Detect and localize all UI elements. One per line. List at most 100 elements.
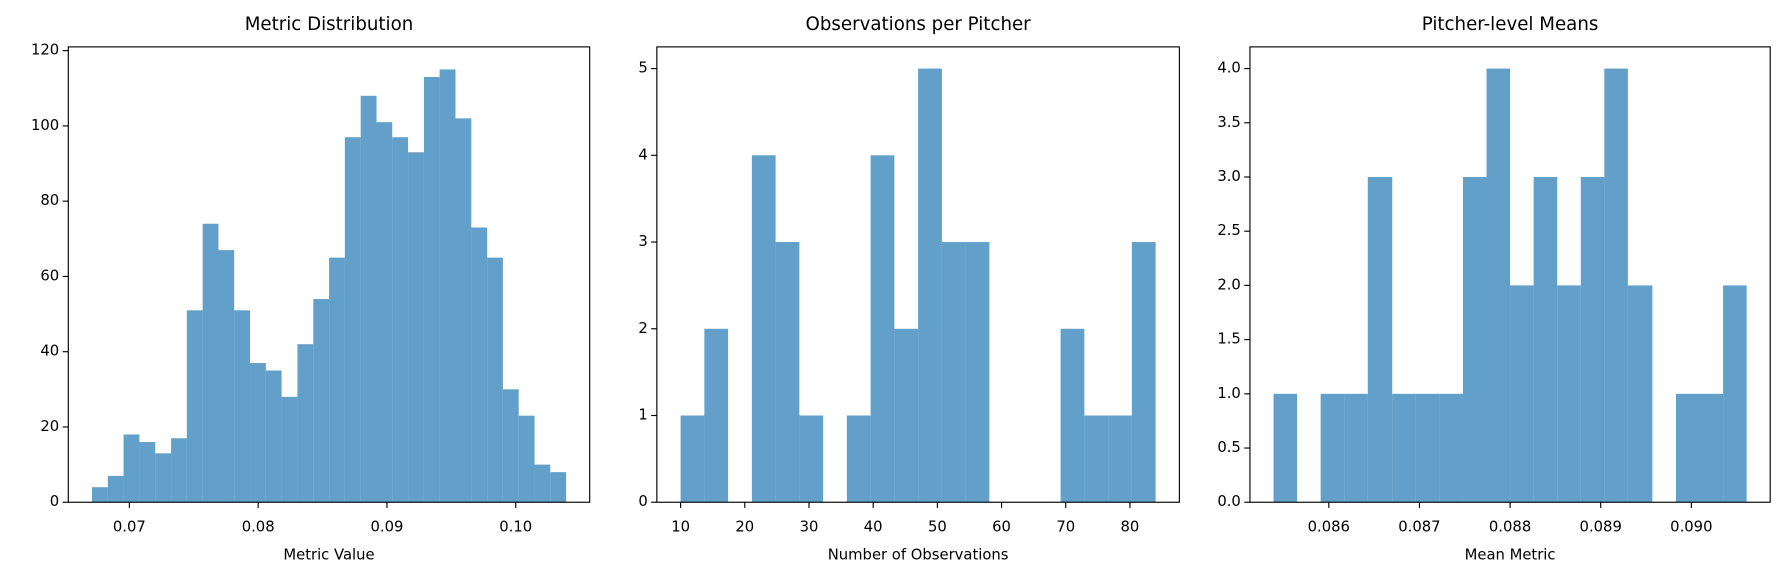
bar — [502, 389, 519, 503]
bar — [1557, 285, 1581, 503]
x-tick-label: 0.08 — [242, 518, 275, 535]
x-tick-label: 80 — [1121, 518, 1140, 535]
y-tick-label: 20 — [40, 418, 59, 435]
bar — [918, 68, 942, 503]
bar — [680, 415, 705, 503]
bar — [1699, 393, 1724, 503]
axes-frame — [656, 46, 1180, 503]
y-tick-label: 4 — [638, 146, 647, 163]
x-tick-label: 40 — [864, 518, 883, 535]
y-tick-label: 60 — [40, 267, 59, 284]
bar — [107, 475, 124, 503]
bar — [751, 155, 776, 503]
bar — [1320, 393, 1345, 503]
bar — [1604, 68, 1628, 503]
y-tick-label: 1.5 — [1217, 331, 1241, 348]
bar — [894, 328, 919, 503]
bar — [1367, 176, 1393, 503]
y-tick-label: 2 — [638, 320, 647, 337]
x-tick-label: 0.090 — [1670, 518, 1712, 535]
x-tick-label: 70 — [1056, 518, 1075, 535]
bar — [846, 415, 871, 503]
bar — [92, 487, 108, 503]
y-tick-label: 0 — [50, 493, 59, 510]
bar — [392, 137, 409, 503]
bar — [376, 122, 393, 503]
y-tick-label: 3.0 — [1217, 168, 1241, 185]
x-tick-label: 0.088 — [1489, 518, 1531, 535]
y-tick-label: 2.5 — [1217, 222, 1241, 239]
y-tick-label: 3 — [638, 233, 647, 250]
chart-title: Pitcher-level Means — [1422, 14, 1599, 35]
bar — [139, 442, 156, 503]
bar — [234, 310, 251, 503]
bar — [408, 152, 424, 503]
y-tick-label: 100 — [31, 117, 59, 134]
bar — [965, 242, 990, 503]
bar — [171, 438, 187, 503]
bar — [1060, 328, 1085, 503]
x-tick-label: 0.086 — [1308, 518, 1350, 535]
bar — [329, 257, 345, 503]
bar — [186, 310, 203, 503]
bar — [439, 69, 456, 503]
bar — [455, 118, 472, 503]
bar — [1344, 393, 1368, 503]
bar — [123, 434, 140, 503]
bar — [1533, 176, 1558, 503]
x-tick-label: 10 — [671, 518, 690, 535]
y-tick-label: 5 — [638, 60, 647, 77]
bar — [344, 137, 361, 503]
bar — [518, 415, 535, 503]
bar — [1108, 415, 1132, 503]
x-tick-label: 0.07 — [113, 518, 146, 535]
bar — [941, 242, 966, 503]
axes-frame — [67, 46, 591, 503]
y-tick-label: 4.0 — [1217, 60, 1241, 77]
x-tick-label: 0.10 — [499, 518, 532, 535]
x-tick-label: 30 — [800, 518, 819, 535]
bar — [1415, 393, 1440, 503]
bar — [1627, 285, 1653, 503]
bar — [1439, 393, 1463, 503]
y-tick-label: 120 — [31, 42, 59, 59]
x-axis-label: Number of Observations — [828, 547, 1009, 564]
y-tick-label: 80 — [40, 192, 59, 209]
x-tick-label: 0.089 — [1580, 518, 1622, 535]
bar — [1510, 285, 1534, 503]
bar — [534, 464, 551, 503]
bar — [1273, 393, 1298, 503]
x-tick-label: 0.09 — [370, 518, 403, 535]
y-tick-label: 0.5 — [1217, 439, 1241, 456]
bar — [297, 344, 314, 503]
x-axis-label: Metric Value — [283, 547, 374, 564]
y-tick-label: 1 — [638, 407, 647, 424]
bar — [218, 250, 235, 503]
y-tick-label: 3.5 — [1217, 114, 1241, 131]
x-tick-label: 50 — [928, 518, 947, 535]
bar — [1131, 242, 1156, 503]
bar — [704, 328, 729, 503]
y-tick-label: 2.0 — [1217, 276, 1241, 293]
bar — [360, 95, 377, 503]
bar — [250, 362, 266, 503]
bar — [870, 155, 895, 503]
bar — [775, 242, 800, 503]
bar — [471, 227, 488, 503]
chart-title: Metric Distribution — [245, 14, 414, 35]
x-tick-label: 60 — [992, 518, 1011, 535]
bar — [1723, 285, 1747, 503]
bar — [1084, 415, 1109, 503]
bar — [265, 370, 282, 503]
bar — [1580, 176, 1605, 503]
bar — [155, 453, 172, 503]
bar — [1462, 176, 1487, 503]
bar — [550, 472, 567, 503]
x-tick-label: 0.087 — [1398, 518, 1440, 535]
bar — [281, 396, 298, 503]
y-tick-label: 40 — [40, 343, 59, 360]
x-axis-label: Mean Metric — [1465, 547, 1556, 564]
y-tick-label: 0 — [638, 493, 647, 510]
bar — [1675, 393, 1700, 503]
